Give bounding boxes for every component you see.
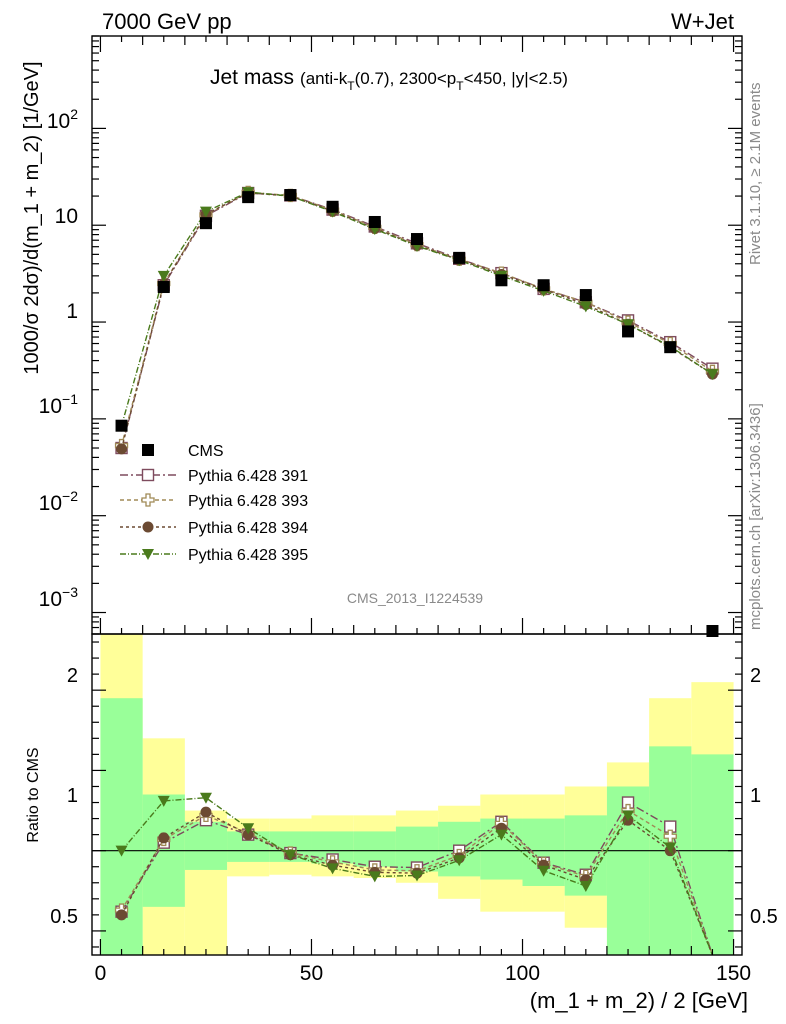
- x-tick-label: 100: [505, 962, 540, 985]
- ratio-point: [158, 832, 170, 844]
- ratio-point: [115, 845, 128, 857]
- x-tick-label: 50: [300, 962, 323, 985]
- ratio-point: [368, 871, 381, 883]
- ratio-point: [199, 792, 212, 804]
- y-tick-label-1: 1: [66, 300, 78, 323]
- ratio-y-axis-label: Ratio to CMS: [25, 747, 42, 842]
- ratio-tick-1-right: 1: [750, 785, 761, 807]
- cms-data-point: [326, 200, 339, 213]
- legend-label: Pythia 6.428 393: [188, 493, 308, 510]
- cms-data-point: [411, 233, 423, 246]
- series-point: [199, 206, 212, 218]
- x-tick-label: 0: [95, 962, 107, 985]
- legend-label: Pythia 6.428 395: [188, 547, 308, 564]
- ratio-band-inner: [691, 754, 734, 955]
- cms-data-point: [579, 289, 592, 302]
- x-tick-labels: 0 50 100 150: [95, 962, 751, 985]
- cms-data-point: [622, 325, 635, 338]
- ratio-point: [622, 810, 635, 822]
- legend-label: Pythia 6.428 391: [188, 468, 308, 485]
- cms-data-point: [157, 281, 170, 294]
- cms-data-point: [242, 191, 255, 204]
- x-axis-label: (m_1 + m_2) / 2 [GeV]: [530, 988, 748, 1013]
- cms-data-point: [537, 279, 550, 292]
- legend-marker: [142, 521, 154, 533]
- y-tick-label-0.01: 10−2: [39, 488, 79, 515]
- ratio-tick-0.5: 0.5: [50, 906, 78, 928]
- y-tick-label-10: 10: [55, 205, 78, 228]
- plot-title: Jet mass (anti-kT(0.7), 2300<pT<450, |y|<…: [210, 66, 568, 93]
- series-point: [706, 369, 719, 381]
- series-point: [579, 301, 592, 313]
- header-right: W+Jet: [671, 9, 734, 34]
- cms-data-point: [495, 274, 508, 287]
- series-point: [116, 443, 128, 455]
- header-left: 7000 GeV pp: [102, 9, 232, 34]
- legend-marker: [141, 468, 155, 482]
- reference-points: [115, 189, 719, 637]
- legend-label: Pythia 6.428 394: [188, 520, 308, 537]
- ratio-point: [537, 865, 550, 877]
- legend-marker-cms: [142, 444, 154, 456]
- ratio-point: [664, 842, 677, 854]
- ratio-tick-0.5-right: 0.5: [750, 906, 778, 928]
- axis-ticks: [92, 35, 742, 955]
- ratio-tick-2: 2: [67, 665, 78, 687]
- ratio-point: [579, 880, 592, 892]
- series-point: [157, 270, 170, 282]
- legend-marker: [141, 493, 155, 507]
- cms-data-point: [664, 341, 677, 354]
- legend-marker: [142, 549, 154, 560]
- y-axis-label: 1000/σ 2dσ)/d(m_1 + m_2) [1/GeV]: [21, 61, 43, 374]
- ratio-point: [326, 863, 339, 875]
- ratio-point: [242, 829, 254, 841]
- legend: CMS Pythia 6.428 391 Pythia 6.428 393 Pythi…: [120, 443, 308, 564]
- x-tick-label: 150: [716, 962, 751, 985]
- ratio-line-4: [121, 796, 714, 956]
- ratio-tick-2-right: 2: [750, 665, 761, 687]
- legend-label-cms: CMS: [188, 443, 224, 460]
- mcplots-label: mcplots.cern.ch [arXiv:1306.3436]: [747, 403, 764, 630]
- cms-data-point: [199, 217, 212, 230]
- rivet-label: Rivet 3.1.10, ≥ 2.1M events: [747, 83, 764, 266]
- y-tick-label-0.1: 10−1: [39, 391, 79, 418]
- ratio-point: [663, 829, 677, 843]
- cms-data-point: [453, 251, 466, 264]
- y-tick-label-0.001: 10−3: [39, 584, 79, 611]
- ratio-point: [116, 909, 128, 921]
- cms-data-point: [284, 189, 297, 202]
- ratio-point: [242, 823, 255, 835]
- ratio-band-inner: [184, 821, 228, 870]
- ratio-point: [200, 806, 212, 818]
- cms-data-point: [115, 419, 128, 432]
- ratio-point: [411, 870, 423, 882]
- ratio-point: [453, 855, 466, 867]
- ratio-point: [495, 829, 508, 841]
- ratio-uncertainty-bands: [100, 634, 734, 955]
- main-panel-frame: [91, 35, 743, 635]
- cms-data-point: [368, 215, 381, 228]
- ratio-point: [284, 849, 297, 861]
- ratio-tick-1: 1: [67, 785, 78, 807]
- analysis-watermark: CMS_2013_I1224539: [347, 590, 483, 606]
- ratio-point: [157, 795, 170, 807]
- y-tick-label-100: 102: [47, 106, 78, 133]
- ratio-series-lines: [114, 792, 714, 956]
- series-point: [622, 319, 635, 331]
